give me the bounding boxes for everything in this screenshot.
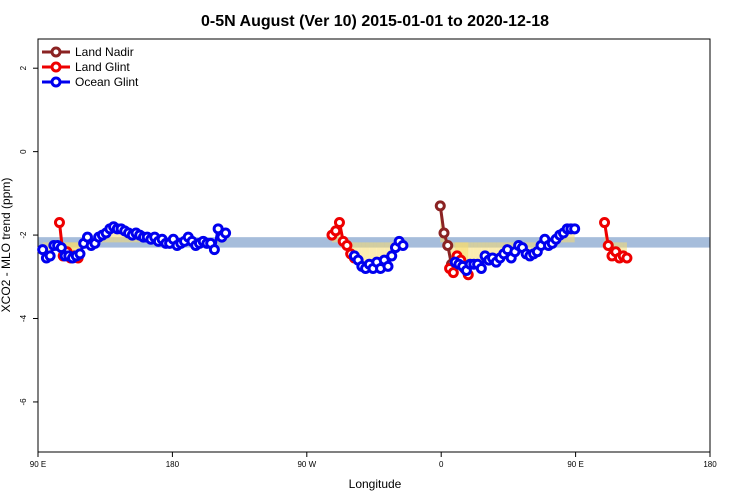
legend-ocean-glint-label: Ocean Glint xyxy=(75,75,139,89)
ocean-glint-point xyxy=(55,242,67,254)
land-glint-point xyxy=(330,225,342,237)
ocean-glint-point xyxy=(382,260,394,272)
x-tick-label: 180 xyxy=(703,460,717,469)
land-glint-point xyxy=(333,217,345,229)
y-tick-label: -2 xyxy=(19,231,28,239)
y-tick-label: -4 xyxy=(19,314,28,322)
x-tick-label: 90 E xyxy=(567,460,583,469)
plot-frame xyxy=(37,38,711,453)
land-glint-point xyxy=(447,267,459,279)
x-tick-label: 180 xyxy=(166,460,180,469)
ocean-glint-point xyxy=(208,244,220,256)
legend-land-glint-marker xyxy=(50,61,62,73)
x-tick-label: 0 xyxy=(439,460,444,469)
land-glint-point xyxy=(602,240,614,251)
x-tick-label: 90 W xyxy=(297,460,316,469)
land-glint-point xyxy=(341,240,353,251)
ocean-glint-point xyxy=(397,240,409,251)
legend-land-nadir-label: Land Nadir xyxy=(75,45,134,59)
land-glint-point xyxy=(53,217,65,229)
ocean-glint-point xyxy=(37,244,49,256)
land-glint-point xyxy=(621,252,633,264)
ocean-glint-point xyxy=(386,250,398,262)
legend-ocean-glint-marker xyxy=(50,76,62,88)
ocean-glint-point xyxy=(569,223,581,235)
deviation-fill xyxy=(470,242,474,265)
ocean-glint-point xyxy=(220,227,232,239)
chart-title: 0-5N August (Ver 10) 2015-01-01 to 2020-… xyxy=(201,13,549,30)
deviation-fill xyxy=(473,242,478,265)
ocean-glint-point xyxy=(475,262,487,274)
x-tick-label: 90 E xyxy=(30,460,46,469)
y-tick-label: 0 xyxy=(19,149,28,154)
land-nadir-point xyxy=(438,227,450,239)
y-tick-label: 2 xyxy=(19,65,28,70)
y-axis-label: XCO2 - MLO trend (ppm) xyxy=(0,178,13,313)
ocean-glint-point xyxy=(44,250,56,262)
legend-land-glint-label: Land Glint xyxy=(75,60,130,74)
x-axis-label: Longitude xyxy=(349,477,402,491)
legend-land-nadir-marker xyxy=(50,46,62,58)
ocean-glint-point xyxy=(81,231,93,243)
land-nadir-point xyxy=(442,240,454,251)
ocean-glint-point xyxy=(74,248,86,260)
land-nadir-point xyxy=(434,200,446,212)
y-tick-label: -6 xyxy=(19,398,28,406)
land-nadir-line xyxy=(438,205,453,265)
land-glint-point xyxy=(599,217,611,229)
